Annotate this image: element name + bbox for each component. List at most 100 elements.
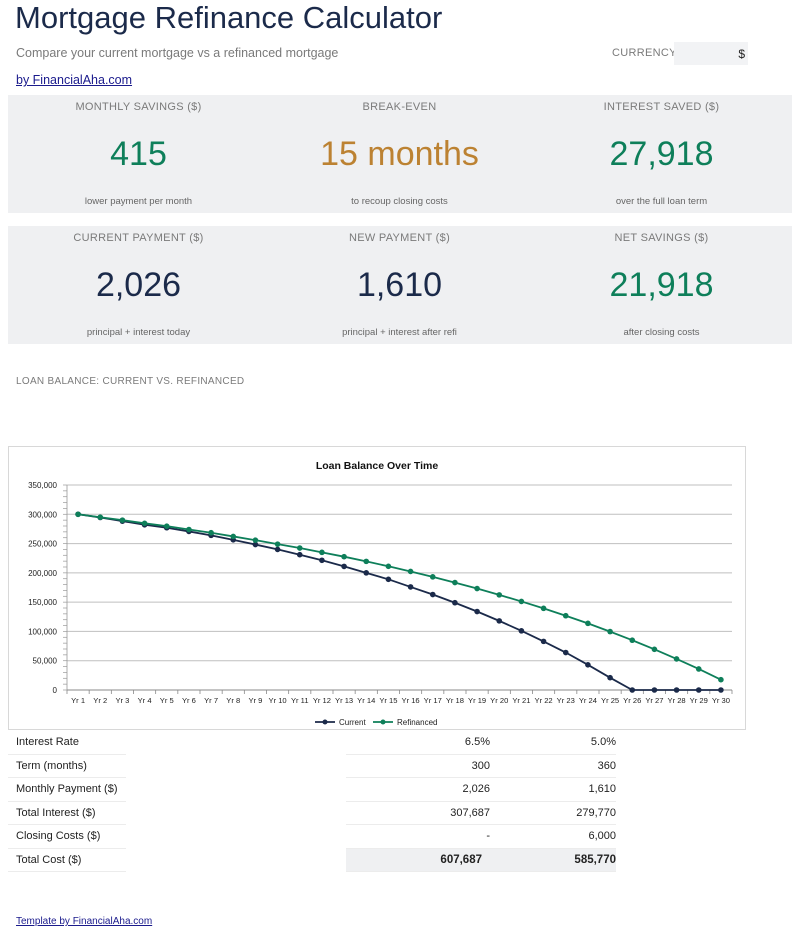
data-point-current	[673, 687, 680, 693]
current-value: 307,687	[346, 801, 490, 825]
currency-input[interactable]	[674, 42, 748, 65]
kpi-label: NET SAVINGS ($)	[614, 232, 709, 244]
data-point-refinanced	[540, 605, 547, 612]
data-point-current	[629, 687, 636, 693]
kpi-value: 415	[110, 135, 167, 173]
data-point-current	[540, 638, 547, 645]
legend-marker	[322, 719, 328, 725]
refinanced-value: 6,000	[490, 824, 616, 849]
table-row: Total Interest ($) 307,687 279,770	[8, 801, 616, 825]
x-tick-label: Yr 3	[115, 696, 129, 705]
kpi-value: 2,026	[95, 266, 182, 304]
data-point-current	[363, 570, 370, 576]
x-tick-label: Yr 18	[446, 696, 464, 705]
data-point-current	[429, 591, 436, 598]
data-point-refinanced	[429, 574, 436, 580]
x-tick-label: Yr 17	[424, 696, 442, 705]
data-point-refinanced	[518, 598, 525, 605]
currency-label: CURRENCY	[612, 47, 677, 59]
data-point-current	[385, 576, 392, 583]
data-point-current	[695, 687, 702, 693]
refinanced-value: 585,770	[490, 848, 616, 872]
data-point-refinanced	[97, 514, 104, 521]
y-tick-label: 300,000	[28, 510, 57, 519]
data-point-current	[718, 687, 724, 693]
x-tick-label: Yr 19	[468, 696, 486, 705]
refinanced-value: 1,610	[490, 777, 616, 802]
data-point-refinanced	[296, 545, 303, 551]
data-point-refinanced	[230, 533, 237, 540]
kpi-net-savings: NET SAVINGS ($) 21,918 after closing cos…	[531, 226, 792, 344]
kpi-note: principal + interest today	[86, 327, 191, 338]
data-point-refinanced	[252, 537, 259, 543]
x-tick-label: Yr 28	[668, 696, 686, 705]
row-label: Total Cost ($)	[8, 848, 126, 872]
y-tick-label: 150,000	[28, 598, 57, 607]
chart-canvas: Loan Balance Over Time 0 50,000 100,000 150,…	[28, 460, 733, 727]
x-tick-label: Yr 5	[160, 696, 174, 705]
y-tick-label: 200,000	[28, 569, 57, 578]
data-point-refinanced	[407, 568, 414, 575]
byline-link[interactable]: by FinancialAha.com	[16, 73, 133, 87]
data-point-current	[474, 608, 480, 615]
kpi-label: BREAK-EVEN	[362, 101, 437, 113]
data-point-refinanced	[119, 517, 126, 523]
x-tick-label: Yr 1	[71, 696, 85, 705]
spacer	[126, 848, 346, 872]
x-tick-label: Yr 11	[291, 696, 309, 705]
data-point-refinanced	[629, 637, 636, 644]
summary-table: Interest Rate 6.5% 5.0% Term (months) 300 360…	[8, 731, 616, 872]
x-tick-label: Yr 29	[690, 696, 708, 705]
current-value: 607,687	[346, 848, 490, 872]
x-tick-label: Yr 30	[712, 696, 730, 705]
data-point-refinanced	[585, 620, 591, 627]
current-value: -	[346, 824, 490, 849]
current-value: 300	[346, 754, 490, 778]
kpi-label: INTEREST SAVED ($)	[603, 101, 720, 113]
data-point-refinanced	[562, 612, 569, 619]
data-point-refinanced	[75, 511, 81, 518]
data-point-refinanced	[274, 541, 281, 547]
data-point-current	[274, 546, 281, 553]
chart-title: Loan Balance Over Time	[316, 460, 439, 472]
y-tick-label: 0	[53, 686, 58, 695]
x-tick-label: Yr 26	[623, 696, 641, 705]
x-tick-label: Yr 25	[601, 696, 619, 705]
data-point-current	[562, 649, 569, 656]
kpi-label: MONTHLY SAVINGS ($)	[75, 101, 202, 113]
kpi-value: 15 months	[320, 135, 479, 173]
refinanced-value: 5.0%	[490, 731, 616, 755]
chart-section-label: LOAN BALANCE: CURRENT VS. REFINANCED	[16, 376, 245, 387]
x-tick-label: Yr 24	[579, 696, 597, 705]
page-subtitle: Compare your current mortgage vs a refin…	[16, 46, 339, 60]
kpi-break-even: BREAK-EVEN 15 months to recoup closing c…	[269, 95, 530, 213]
x-tick-label: Yr 16	[402, 696, 420, 705]
kpi-note: over the full loan term	[615, 196, 708, 207]
x-tick-label: Yr 6	[182, 696, 196, 705]
x-tick-label: Yr 27	[645, 696, 663, 705]
table-row: Closing Costs ($) -6,000	[8, 824, 616, 849]
kpi-value: 1,610	[356, 266, 443, 304]
data-point-refinanced	[341, 553, 347, 560]
data-point-refinanced	[496, 592, 503, 598]
x-tick-label: Yr 10	[269, 696, 287, 705]
footer-template-link[interactable]: Template by FinancialAha.com	[16, 916, 153, 927]
x-tick-label: Yr 2	[93, 696, 107, 705]
series-line-current	[77, 513, 721, 691]
kpi-note: to recoup closing costs	[351, 196, 448, 207]
kpi-note: lower payment per month	[84, 196, 193, 207]
kpi-label: NEW PAYMENT ($)	[348, 232, 451, 244]
row-label: Closing Costs ($)	[8, 824, 126, 849]
data-point-refinanced	[695, 666, 702, 672]
data-point-current	[607, 674, 613, 681]
kpi-current-payment: CURRENT PAYMENT ($) 2,026 principal + in…	[8, 226, 269, 344]
x-tick-label: Yr 9	[248, 696, 262, 705]
y-tick-label: 350,000	[28, 481, 57, 490]
table-row: Monthly Payment ($) 2,026 1,610	[8, 777, 616, 802]
legend-marker	[380, 719, 386, 725]
kpi-new-payment: NEW PAYMENT ($) 1,610 principal + intere…	[269, 226, 530, 344]
data-point-refinanced	[607, 628, 613, 635]
data-point-refinanced	[186, 526, 192, 533]
x-tick-label: Yr 14	[357, 696, 375, 705]
data-point-current	[407, 584, 414, 590]
